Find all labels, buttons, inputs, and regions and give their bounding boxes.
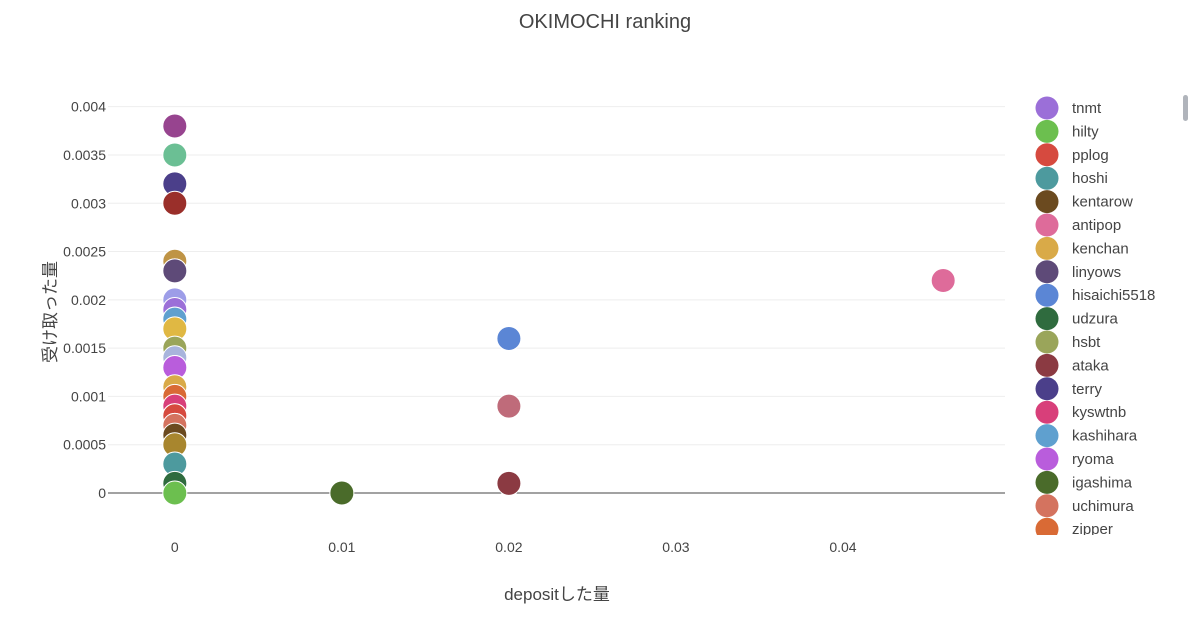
legend-item-hoshi[interactable]: hoshi: [1035, 166, 1108, 190]
legend-marker: [1035, 236, 1059, 260]
legend-marker: [1035, 143, 1059, 167]
y-tick-label: 0.001: [71, 388, 106, 404]
legend-marker: [1035, 517, 1059, 535]
legend-label: ryoma: [1072, 451, 1114, 468]
legend-marker: [1035, 424, 1059, 448]
y-tick-label: 0: [98, 485, 106, 501]
legend-marker: [1035, 96, 1059, 120]
legend-label: kyswtnb: [1072, 404, 1126, 421]
legend-marker: [1035, 330, 1059, 354]
legend-items: tnmt hilty pplog hoshi kentarow antipop kencha…: [1035, 96, 1156, 541]
legend-item-kyswtnb[interactable]: kyswtnb: [1035, 400, 1127, 424]
legend-marker: [1035, 166, 1059, 190]
scatter-point[interactable]: [162, 113, 188, 139]
legend-marker: [1035, 119, 1059, 143]
legend-item-igashima[interactable]: igashima: [1035, 470, 1133, 494]
legend-label: ataka: [1072, 357, 1109, 374]
y-tick-label: 0.003: [71, 195, 106, 211]
point-igashima[interactable]: [329, 480, 355, 506]
legend-item-uchimura[interactable]: uchimura: [1035, 494, 1135, 518]
point-hisaichi5518[interactable]: [496, 325, 522, 351]
y-axis-title: 受け取った量: [41, 261, 60, 363]
legend-item-zipper[interactable]: zipper: [1035, 517, 1113, 541]
x-tick-label: 0: [171, 539, 179, 555]
legend-item-hisaichi5518[interactable]: hisaichi5518: [1035, 283, 1156, 307]
legend-item-kenchan[interactable]: kenchan: [1035, 236, 1129, 260]
legend-item-antipop[interactable]: antipop: [1035, 213, 1122, 237]
legend[interactable]: tnmt hilty pplog hoshi kentarow antipop kencha…: [1035, 96, 1156, 541]
point-ataka[interactable]: [496, 470, 522, 496]
legend-label: kentarow: [1072, 194, 1133, 211]
y-tick-label: 0.002: [71, 292, 106, 308]
x-axis-title: depositした量: [504, 585, 610, 604]
legend-item-kentarow[interactable]: kentarow: [1035, 190, 1134, 214]
legend-marker: [1035, 400, 1059, 424]
legend-marker: [1035, 470, 1059, 494]
x-axis-ticks: 0 0.01 0.02 0.03 0.04: [171, 539, 857, 555]
y-axis-ticks: 0 0.0005 0.001 0.0015 0.002 0.0025 0.003 0.0035…: [63, 99, 106, 501]
x-tick-label: 0.03: [662, 539, 689, 555]
legend-item-tnmt[interactable]: tnmt: [1035, 96, 1103, 120]
y-tick-label: 0.0025: [63, 244, 106, 260]
legend-marker: [1035, 447, 1059, 471]
legend-item-hsbt[interactable]: hsbt: [1035, 330, 1102, 354]
y-tick-label: 0.0035: [63, 147, 106, 163]
scatter-point[interactable]: [162, 142, 188, 168]
legend-label: uchimura: [1072, 498, 1134, 515]
scatter-points[interactable]: [162, 113, 956, 506]
legend-item-pplog[interactable]: pplog: [1035, 143, 1109, 167]
legend-label: hisaichi5518: [1072, 287, 1155, 304]
legend-marker: [1035, 213, 1059, 237]
legend-label: antipop: [1072, 217, 1121, 234]
legend-label: hsbt: [1072, 334, 1101, 351]
legend-scrollbar[interactable]: [1183, 95, 1188, 121]
scatter-point[interactable]: [162, 190, 188, 216]
chart-title: OKIMOCHI ranking: [519, 11, 691, 33]
grid: [108, 106, 1005, 494]
legend-label: igashima: [1072, 474, 1133, 491]
y-tick-label: 0.004: [71, 99, 106, 115]
y-tick-label: 0.0005: [63, 437, 106, 453]
legend-item-udzura[interactable]: udzura: [1035, 307, 1119, 331]
legend-marker: [1035, 307, 1059, 331]
legend-marker: [1035, 283, 1059, 307]
legend-label: kenchan: [1072, 240, 1129, 257]
y-tick-label: 0.0015: [63, 340, 106, 356]
legend-marker: [1035, 353, 1059, 377]
legend-item-hilty[interactable]: hilty: [1035, 119, 1100, 143]
legend-item-ryoma[interactable]: ryoma: [1035, 447, 1115, 471]
legend-label: hoshi: [1072, 170, 1108, 187]
legend-label: kashihara: [1072, 428, 1138, 445]
point-linyows[interactable]: [162, 258, 188, 284]
legend-marker: [1035, 494, 1059, 518]
legend-item-ataka[interactable]: ataka: [1035, 353, 1110, 377]
legend-label: pplog: [1072, 147, 1109, 164]
point-hilty[interactable]: [162, 480, 188, 506]
x-tick-label: 0.04: [829, 539, 856, 555]
legend-marker: [1035, 190, 1059, 214]
x-tick-label: 0.02: [495, 539, 522, 555]
legend-marker: [1035, 260, 1059, 284]
legend-label: tnmt: [1072, 100, 1102, 117]
legend-label: terry: [1072, 381, 1103, 398]
legend-item-linyows[interactable]: linyows: [1035, 260, 1122, 284]
x-tick-label: 0.01: [328, 539, 355, 555]
legend-item-terry[interactable]: terry: [1035, 377, 1103, 401]
legend-label: hilty: [1072, 123, 1099, 140]
point-antipop[interactable]: [930, 268, 956, 294]
legend-item-kashihara[interactable]: kashihara: [1035, 424, 1138, 448]
scatter-point[interactable]: [496, 393, 522, 419]
legend-label: linyows: [1072, 264, 1121, 281]
legend-marker: [1035, 377, 1059, 401]
legend-label: zipper: [1072, 521, 1113, 538]
legend-label: udzura: [1072, 311, 1119, 328]
